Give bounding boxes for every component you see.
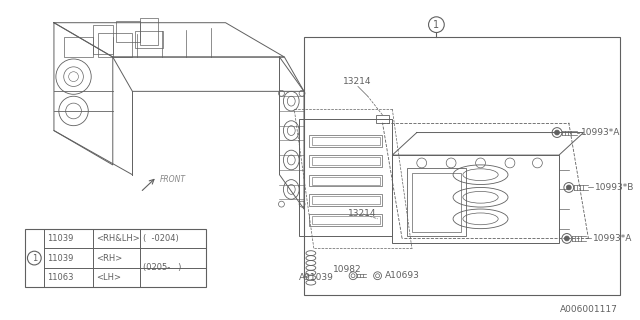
Text: <LH>: <LH>	[96, 273, 121, 282]
Text: A10693: A10693	[385, 271, 420, 280]
Text: 13214: 13214	[348, 209, 377, 219]
Text: 11063: 11063	[47, 273, 74, 282]
Circle shape	[555, 130, 559, 135]
Circle shape	[566, 185, 572, 190]
Bar	[392, 155, 559, 243]
Text: 1: 1	[32, 253, 37, 263]
Bar	[407, 168, 466, 236]
Text: 10982: 10982	[333, 265, 362, 274]
Bar	[309, 135, 383, 147]
Text: 10993*A: 10993*A	[580, 128, 620, 137]
Text: (  -0204): ( -0204)	[143, 234, 179, 243]
Bar	[309, 175, 383, 187]
Text: 10993*B: 10993*B	[595, 183, 635, 192]
Bar	[376, 115, 389, 123]
Bar	[304, 37, 620, 295]
Bar	[309, 214, 383, 226]
Text: FRONT: FRONT	[160, 175, 186, 184]
Bar	[135, 30, 163, 48]
Bar	[312, 216, 380, 224]
Text: 10993*A: 10993*A	[593, 234, 633, 243]
Bar	[116, 21, 140, 42]
Text: 11039: 11039	[47, 253, 74, 263]
Text: A006001117: A006001117	[560, 305, 618, 314]
Text: (0205-   ): (0205- )	[143, 263, 182, 272]
Bar	[312, 157, 380, 165]
Bar	[299, 119, 392, 236]
Text: A91039: A91039	[299, 273, 334, 282]
Bar	[24, 229, 206, 287]
Bar	[412, 173, 461, 232]
Circle shape	[564, 236, 570, 241]
Text: 11039: 11039	[47, 234, 74, 243]
Bar	[312, 196, 380, 204]
Bar	[312, 177, 380, 185]
Text: <RH&LH>: <RH&LH>	[96, 234, 140, 243]
Bar	[64, 37, 93, 57]
Bar	[312, 138, 380, 145]
Text: 1: 1	[433, 20, 440, 30]
Text: 13214: 13214	[343, 77, 372, 86]
Bar	[309, 194, 383, 206]
Bar	[93, 25, 113, 54]
Bar	[140, 18, 158, 45]
Text: <RH>: <RH>	[96, 253, 122, 263]
Bar	[309, 155, 383, 167]
Bar	[98, 33, 132, 57]
